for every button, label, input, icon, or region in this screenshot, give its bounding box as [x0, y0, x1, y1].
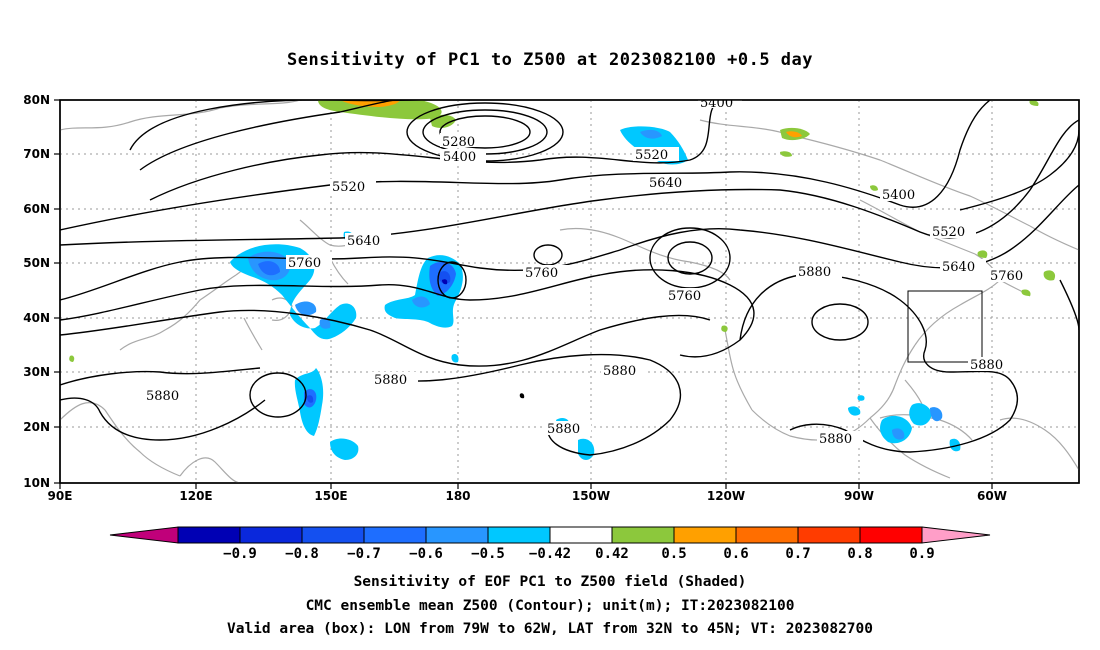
contour-label: 5280 — [442, 135, 475, 150]
colorbar-labels: −0.9 −0.8 −0.7 −0.6 −0.5 −0.42 0.42 0.5 0.6 0.7 0.… — [223, 546, 935, 562]
colorbar-low-extend — [109, 526, 179, 544]
lon-label: 60W — [977, 489, 1007, 503]
caption-line-3: Valid area (box): LON from 79W to 62W, L… — [226, 621, 873, 637]
contour-label: 5400 — [700, 96, 733, 111]
contour-labels: 5400 5280 5400 5520 5520 5640 5640 5400 … — [144, 96, 1034, 447]
contour-label: 5760 — [288, 256, 321, 271]
caption-line-1: Sensitivity of EOF PC1 to Z500 field (Sh… — [353, 574, 747, 590]
colorbar: −0.9 −0.8 −0.7 −0.6 −0.5 −0.42 0.42 0.5 0.6 0.7 0.… — [109, 526, 991, 562]
contour-label: 5640 — [347, 234, 380, 249]
contour-label: 5520 — [332, 180, 365, 195]
contour-label: 5520 — [932, 225, 965, 240]
contour-label: 5760 — [668, 289, 701, 304]
colorbar-label: −0.5 — [471, 546, 505, 562]
contour-label: 5880 — [603, 364, 636, 379]
colorbar-box — [611, 526, 675, 544]
colorbar-box — [301, 526, 365, 544]
colorbar-label: 0.7 — [785, 546, 810, 562]
page-title: Sensitivity of PC1 to Z500 at 2023082100… — [286, 50, 813, 70]
colorbar-label: 0.9 — [909, 546, 934, 562]
lat-label: 40N — [23, 311, 50, 325]
lat-label: 50N — [23, 256, 50, 270]
colorbar-label: 0.42 — [595, 546, 629, 562]
lat-label: 20N — [23, 420, 50, 434]
z500-contours — [60, 100, 1079, 456]
latitude-labels: 80N 70N 60N 50N 40N 30N 20N 10N — [23, 93, 50, 490]
lon-label: 120W — [707, 489, 745, 503]
colorbar-label: −0.9 — [223, 546, 257, 562]
lat-label: 10N — [23, 476, 50, 490]
contour-label: 5880 — [798, 265, 831, 280]
lat-label: 70N — [23, 147, 50, 161]
contour-label: 5760 — [990, 269, 1023, 284]
colorbar-label: −0.6 — [409, 546, 443, 562]
lat-label: 60N — [23, 202, 50, 216]
valid-area-box — [907, 290, 983, 363]
contour-label: 5640 — [649, 176, 682, 191]
lon-label: 180 — [445, 489, 470, 503]
colorbar-box — [859, 526, 923, 544]
lon-label: 150E — [314, 489, 347, 503]
colorbar-box — [487, 526, 551, 544]
colorbar-label: −0.7 — [347, 546, 381, 562]
contour-label: 5880 — [970, 358, 1003, 373]
lon-label: 120E — [179, 489, 212, 503]
longitude-labels: 90E 120E 150E 180 150W 120W 90W 60W — [48, 489, 1007, 503]
colorbar-box — [673, 526, 737, 544]
colorbar-label: −0.42 — [529, 546, 571, 562]
lat-label: 30N — [23, 365, 50, 379]
contour-label: 5880 — [819, 432, 852, 447]
colorbar-boxes — [177, 526, 923, 544]
colorbar-label: −0.8 — [285, 546, 319, 562]
map-border — [59, 99, 1080, 484]
contour-label: 5640 — [942, 260, 975, 275]
caption-line-2: CMC ensemble mean Z500 (Contour); unit(m… — [305, 598, 795, 614]
colorbar-label: 0.8 — [847, 546, 872, 562]
colorbar-label: 0.5 — [661, 546, 686, 562]
lon-label: 90E — [48, 489, 73, 503]
contour-label: 5880 — [146, 389, 179, 404]
colorbar-box — [549, 526, 613, 544]
colorbar-box — [735, 526, 799, 544]
contour-label: 5880 — [547, 422, 580, 437]
colorbar-box — [239, 526, 303, 544]
colorbar-box — [797, 526, 861, 544]
axis-ticks — [54, 99, 993, 489]
contour-label: 5880 — [374, 373, 407, 388]
colorbar-high-extend — [921, 526, 991, 544]
lon-label: 90W — [844, 489, 874, 503]
lon-label: 150W — [572, 489, 610, 503]
colorbar-label: 0.6 — [723, 546, 748, 562]
contour-label: 5760 — [525, 266, 558, 281]
gridlines — [60, 100, 1079, 483]
colorbar-box — [425, 526, 489, 544]
lat-label: 80N — [23, 93, 50, 107]
contour-label: 5520 — [635, 148, 668, 163]
colorbar-box — [363, 526, 427, 544]
contour-label: 5400 — [882, 188, 915, 203]
contour-label: 5400 — [443, 150, 476, 165]
colorbar-box — [177, 526, 241, 544]
